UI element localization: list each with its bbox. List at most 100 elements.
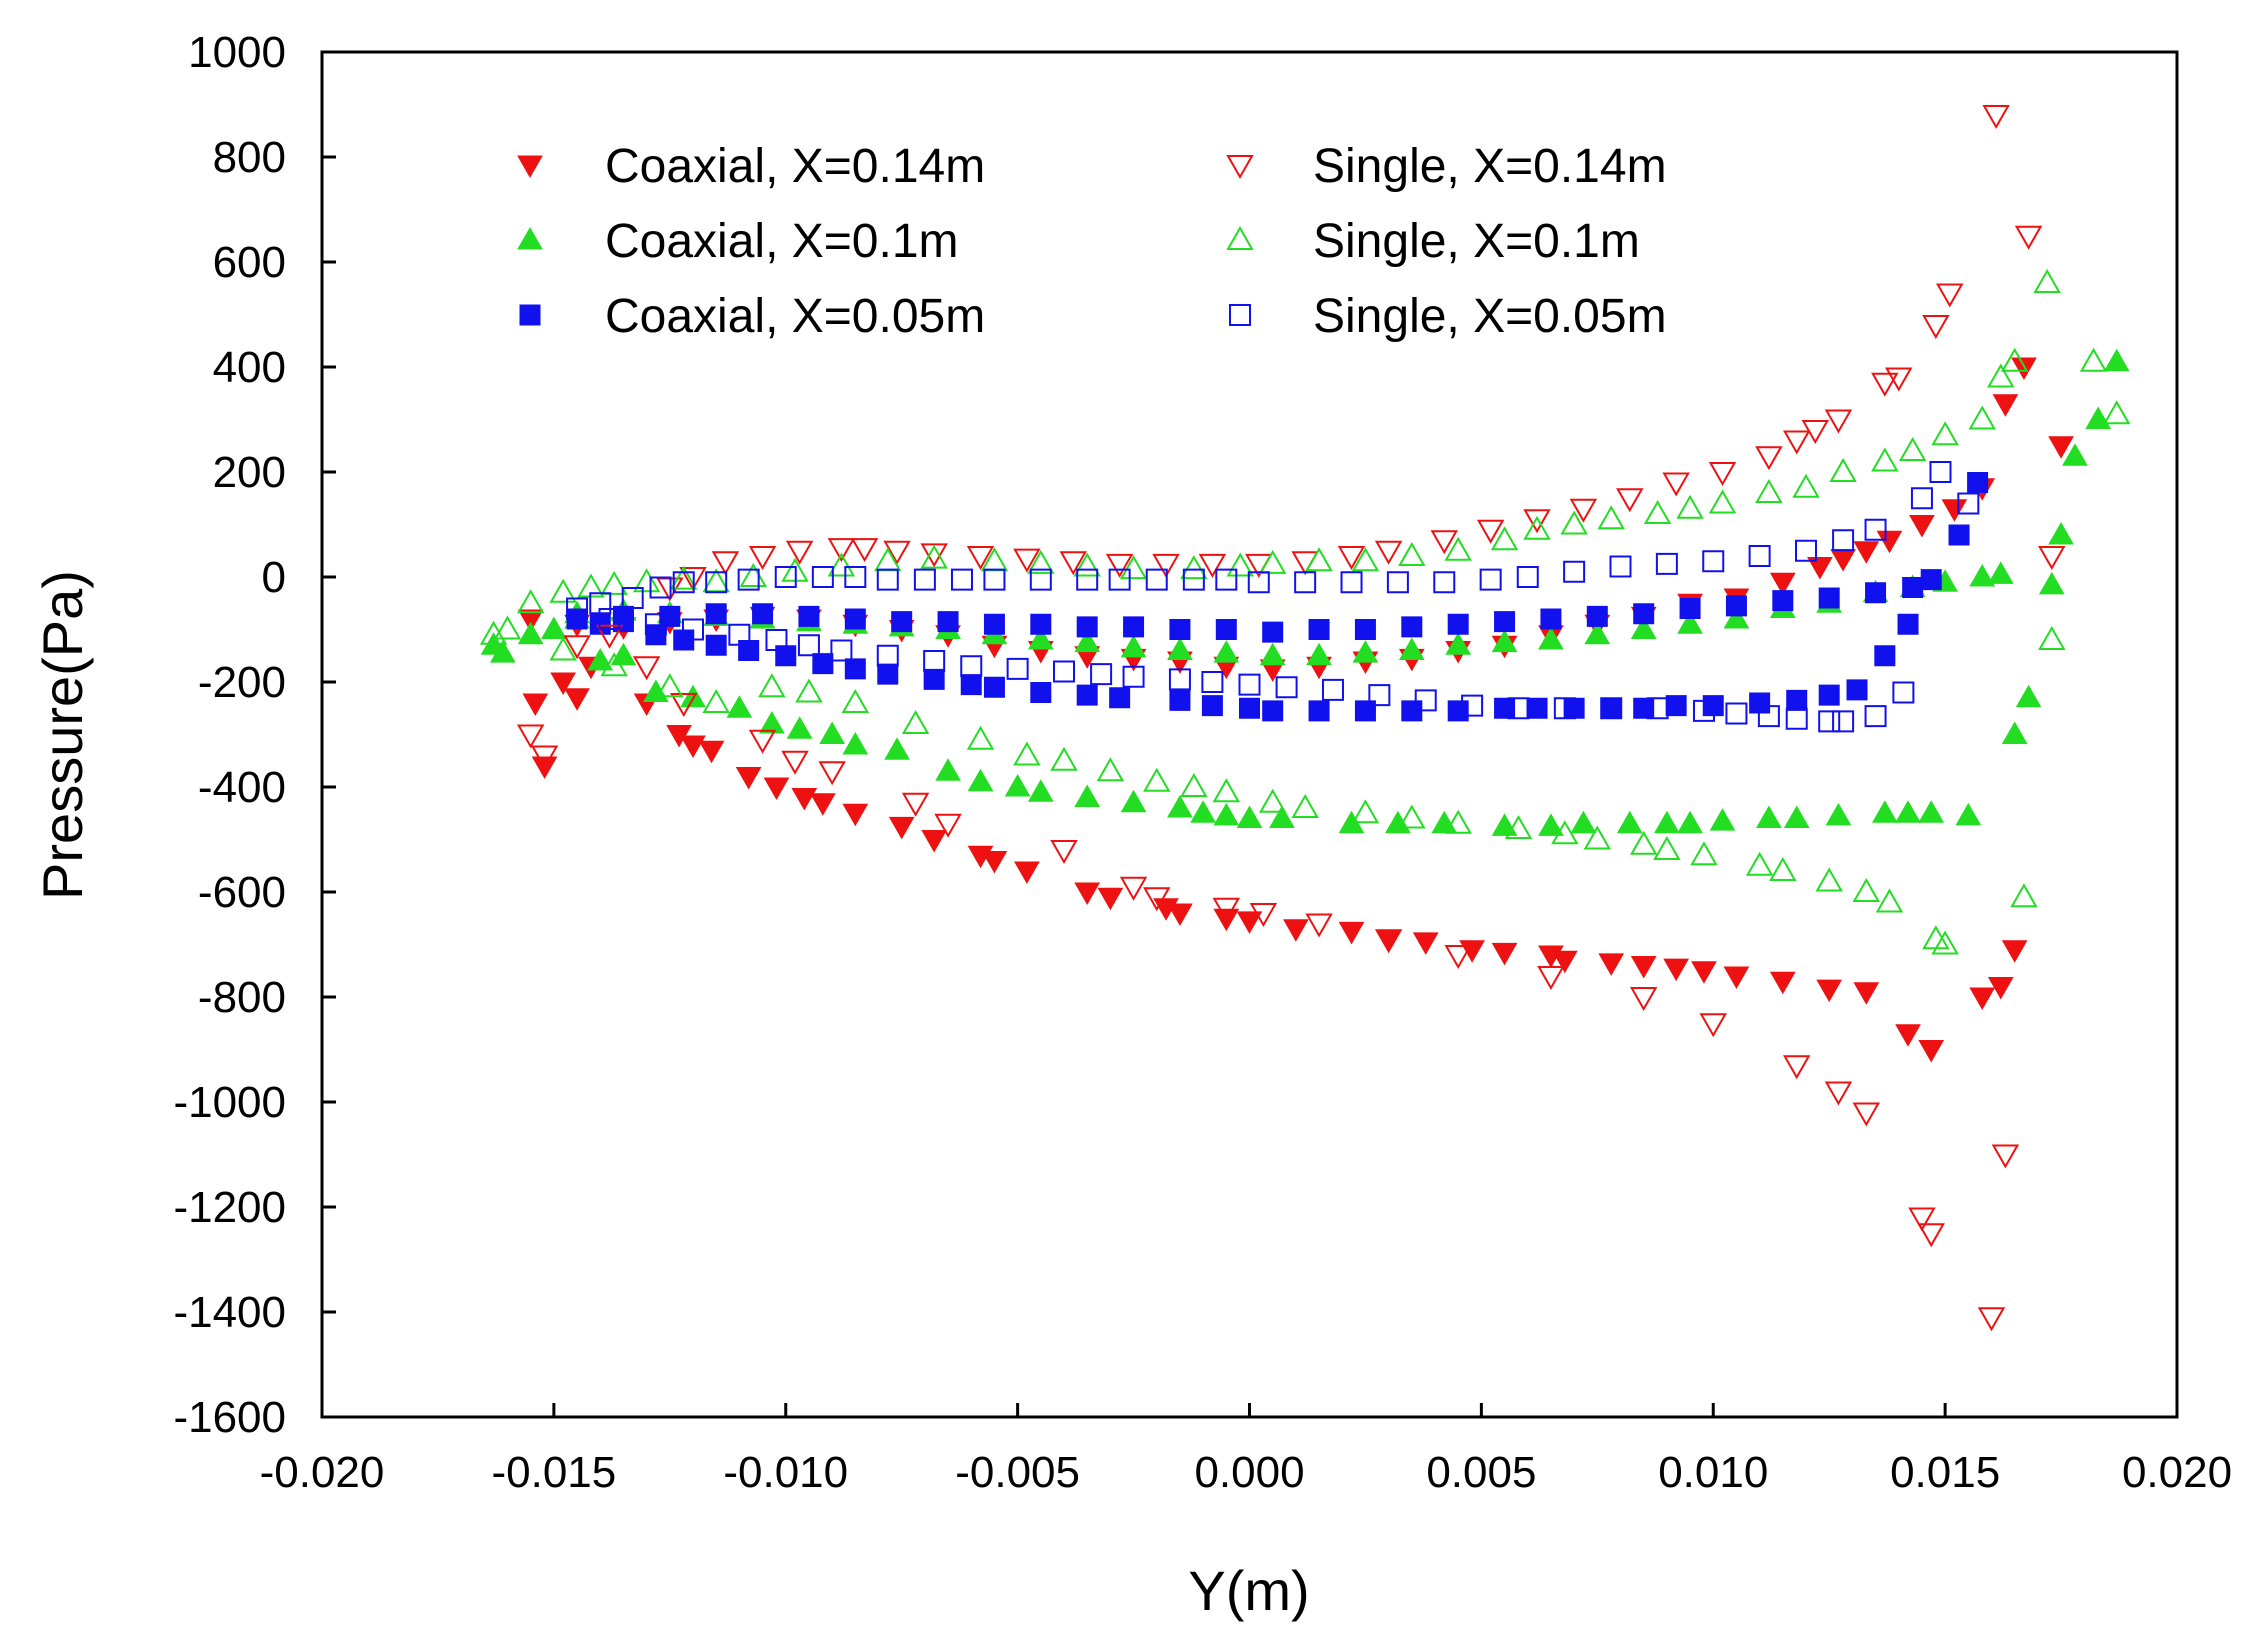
data-point [1109, 687, 1131, 709]
data-point [1014, 861, 1040, 885]
data-point [517, 621, 544, 645]
data-point [2038, 571, 2065, 595]
y-axis-title: Pressure(Pa) [31, 570, 94, 900]
data-point [549, 578, 577, 603]
data-point [774, 566, 797, 588]
data-point [1818, 684, 1840, 706]
data-point [2001, 940, 2028, 963]
data-point [1461, 694, 1484, 717]
data-point [1444, 945, 1472, 970]
data-point [1120, 634, 1147, 658]
data-point [1643, 499, 1672, 524]
data-point [1709, 808, 1736, 831]
data-point [1433, 571, 1456, 594]
data-point [1597, 505, 1625, 530]
data-point [1853, 982, 1880, 1005]
data-point [1412, 932, 1439, 955]
data-point [1059, 551, 1087, 576]
data-point [1447, 700, 1469, 722]
data-point [1354, 619, 1376, 640]
data-point [1167, 903, 1193, 927]
data-point [735, 767, 762, 790]
data-point [983, 676, 1005, 698]
data-point [1215, 568, 1238, 591]
data-point [1676, 494, 1704, 519]
data-point [1275, 676, 1298, 699]
data-point [1745, 851, 1774, 876]
data-points [479, 105, 2131, 1332]
data-point [1076, 568, 1099, 591]
data-point [2038, 546, 2066, 571]
data-point [901, 709, 930, 734]
data-point [797, 634, 820, 657]
data-point [1929, 461, 1952, 483]
data-point [827, 552, 856, 577]
data-point [522, 693, 549, 717]
legend-entry: Coaxial, X=0.05m [519, 290, 985, 343]
y-tick-label: 0 [262, 553, 286, 602]
data-point [781, 750, 809, 775]
data-point [876, 644, 899, 667]
data-point [1570, 810, 1597, 834]
data-point [830, 639, 853, 662]
y-tick-label: -1400 [173, 1288, 286, 1337]
data-point [1756, 805, 1782, 828]
data-point [1249, 903, 1278, 928]
data-point [844, 658, 866, 680]
data-point [1374, 540, 1403, 565]
data-point [921, 830, 948, 853]
data-point [1991, 1144, 2020, 1169]
data-point [748, 729, 777, 754]
x-tick-label: 0.020 [2122, 1448, 2232, 1497]
data-point [1168, 668, 1191, 691]
data-point [1629, 830, 1658, 855]
data-point [2011, 357, 2037, 381]
data-point [1029, 568, 1052, 591]
data-point [1920, 569, 1942, 591]
data-point [1006, 657, 1029, 680]
data-point [1321, 678, 1344, 701]
data-point [1262, 700, 1284, 722]
data-point [1213, 640, 1240, 663]
data-point [1663, 958, 1690, 982]
data-point [1398, 541, 1426, 566]
data-point [1340, 571, 1363, 594]
data-point [705, 603, 727, 625]
data-point [1748, 545, 1771, 567]
data-point [966, 546, 995, 571]
data-point [1553, 697, 1576, 720]
data-point [1053, 660, 1075, 683]
data-point [1871, 447, 1899, 472]
data-point [1755, 446, 1783, 471]
data-point [1030, 613, 1052, 635]
data-point [1523, 509, 1551, 534]
data-point [1283, 919, 1309, 942]
data-point [1401, 616, 1423, 638]
x-tick-label: 0.005 [1426, 1448, 1536, 1497]
data-point [1447, 613, 1469, 635]
data-point [1931, 421, 1959, 446]
data-point [1386, 571, 1409, 594]
data-point [1491, 942, 1518, 966]
data-point [1180, 555, 1208, 580]
data-point [1050, 840, 1078, 865]
data-point [1795, 539, 1817, 562]
data-point [702, 688, 730, 713]
data-point [726, 695, 753, 718]
data-point [819, 721, 845, 744]
data-point [2048, 521, 2074, 545]
data-point [1633, 697, 1655, 719]
data-point [934, 813, 962, 838]
data-point [923, 668, 945, 690]
data-point [1167, 794, 1193, 818]
data-point [1818, 710, 1841, 733]
data-point [1097, 887, 1124, 911]
data-point [1351, 799, 1380, 824]
data-point [705, 571, 728, 594]
data-point [1444, 536, 1472, 561]
data-point [1818, 587, 1840, 609]
y-tick-label: -1600 [173, 1393, 286, 1442]
data-point [937, 611, 959, 633]
data-point [1537, 966, 1565, 991]
data-point [1832, 710, 1855, 733]
